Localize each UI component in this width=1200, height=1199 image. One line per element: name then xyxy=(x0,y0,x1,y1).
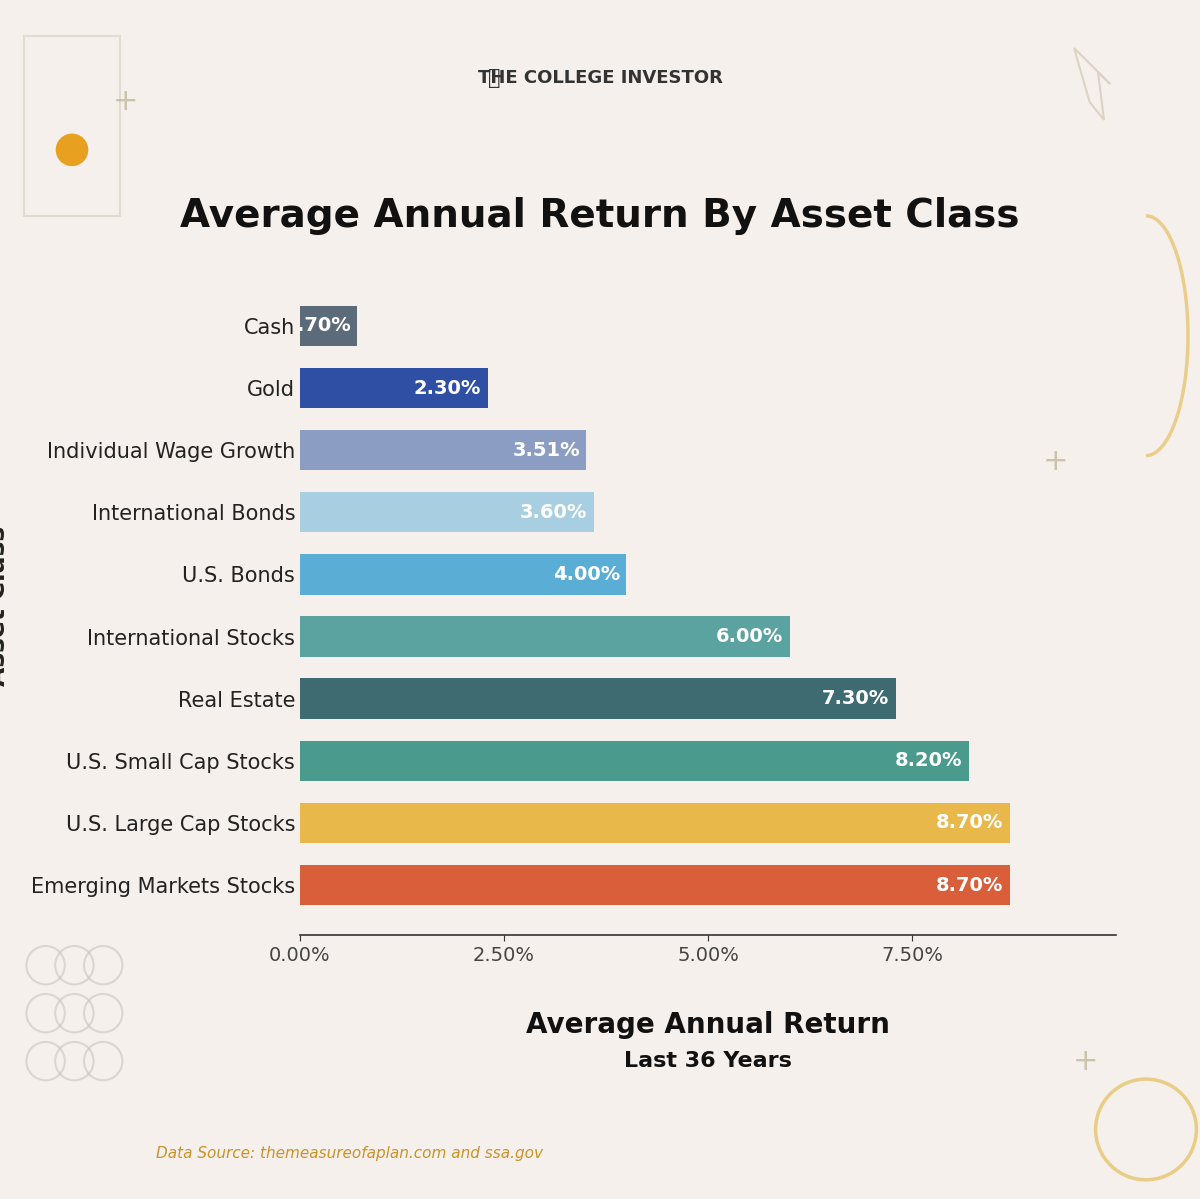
Bar xyxy=(300,864,1010,905)
Text: 8.70%: 8.70% xyxy=(936,813,1003,832)
Text: THE COLLEGE INVESTOR: THE COLLEGE INVESTOR xyxy=(478,68,722,88)
Text: 🎓: 🎓 xyxy=(488,68,500,88)
Bar xyxy=(300,368,487,408)
Bar xyxy=(300,616,790,657)
Text: +: + xyxy=(1073,1047,1099,1076)
Bar xyxy=(300,803,1010,843)
Y-axis label: Asset Class: Asset Class xyxy=(0,525,10,686)
Text: 3.51%: 3.51% xyxy=(512,441,580,459)
Text: 6.00%: 6.00% xyxy=(716,627,784,646)
Text: 8.20%: 8.20% xyxy=(895,752,962,770)
Bar xyxy=(300,741,970,781)
Text: Average Annual Return: Average Annual Return xyxy=(526,1011,890,1040)
Text: Data Source: themeasureofaplan.com and ssa.gov: Data Source: themeasureofaplan.com and s… xyxy=(156,1146,542,1161)
Text: 3.60%: 3.60% xyxy=(520,502,587,522)
Text: Average Annual Return By Asset Class: Average Annual Return By Asset Class xyxy=(180,197,1020,235)
Bar xyxy=(300,492,594,532)
Bar xyxy=(300,554,626,595)
Bar xyxy=(300,679,895,719)
Text: 2.30%: 2.30% xyxy=(414,379,481,398)
Circle shape xyxy=(56,134,88,165)
Text: +: + xyxy=(1043,447,1069,476)
Text: 7.30%: 7.30% xyxy=(822,689,889,709)
Text: .70%: .70% xyxy=(296,317,350,336)
Text: Last 36 Years: Last 36 Years xyxy=(624,1052,792,1071)
Bar xyxy=(300,430,587,470)
Bar xyxy=(300,306,358,347)
Text: +: + xyxy=(113,88,139,116)
Text: 4.00%: 4.00% xyxy=(553,565,620,584)
Text: 8.70%: 8.70% xyxy=(936,875,1003,894)
